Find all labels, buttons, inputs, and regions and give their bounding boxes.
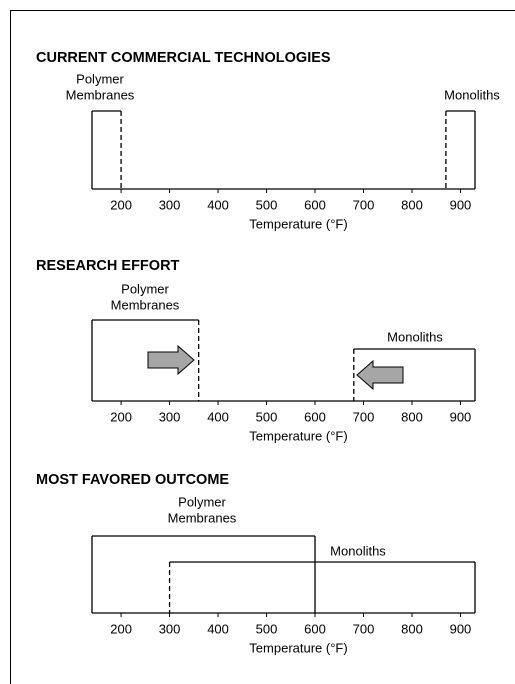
tick-label: 900	[450, 621, 472, 636]
region-label: Polymer	[178, 494, 226, 509]
tick-label: 500	[256, 621, 278, 636]
tick-label: 800	[401, 197, 423, 212]
tick-label: 400	[207, 409, 229, 424]
tick-label: 200	[110, 409, 132, 424]
region-label: Polymer	[76, 71, 124, 86]
axis-label: Temperature (°F)	[249, 216, 347, 231]
tick-label: 900	[450, 197, 472, 212]
tick-label: 700	[353, 621, 375, 636]
tick-label: 700	[353, 197, 375, 212]
axis-label: Temperature (°F)	[249, 428, 347, 443]
region-label: Polymer	[121, 281, 169, 296]
tick-label: 600	[304, 621, 326, 636]
arrow-left	[356, 359, 404, 391]
tick-label: 800	[401, 409, 423, 424]
panel-title: RESEARCH EFFORT	[36, 258, 180, 274]
region-label: Monoliths	[444, 87, 500, 102]
tick-label: 200	[110, 197, 132, 212]
panel-title: CURRENT COMMERCIAL TECHNOLOGIES	[36, 50, 331, 66]
region-label: Membranes	[111, 297, 180, 312]
tick-label: 700	[353, 409, 375, 424]
arrow-right	[147, 344, 195, 376]
region-label: Monoliths	[387, 329, 443, 344]
tick-label: 300	[159, 621, 181, 636]
tick-label: 400	[207, 197, 229, 212]
region-label: Monoliths	[330, 543, 386, 558]
panel-title: MOST FAVORED OUTCOME	[36, 472, 229, 488]
tick-label: 600	[304, 197, 326, 212]
tick-label: 600	[304, 409, 326, 424]
axis-label: Temperature (°F)	[249, 640, 347, 655]
tick-label: 900	[450, 409, 472, 424]
region-label: Membranes	[66, 87, 135, 102]
tick-label: 800	[401, 621, 423, 636]
region-label: Membranes	[168, 510, 237, 525]
tick-label: 500	[256, 197, 278, 212]
tick-label: 300	[159, 197, 181, 212]
tick-label: 500	[256, 409, 278, 424]
tick-label: 300	[159, 409, 181, 424]
tick-label: 400	[207, 621, 229, 636]
tick-label: 200	[110, 621, 132, 636]
